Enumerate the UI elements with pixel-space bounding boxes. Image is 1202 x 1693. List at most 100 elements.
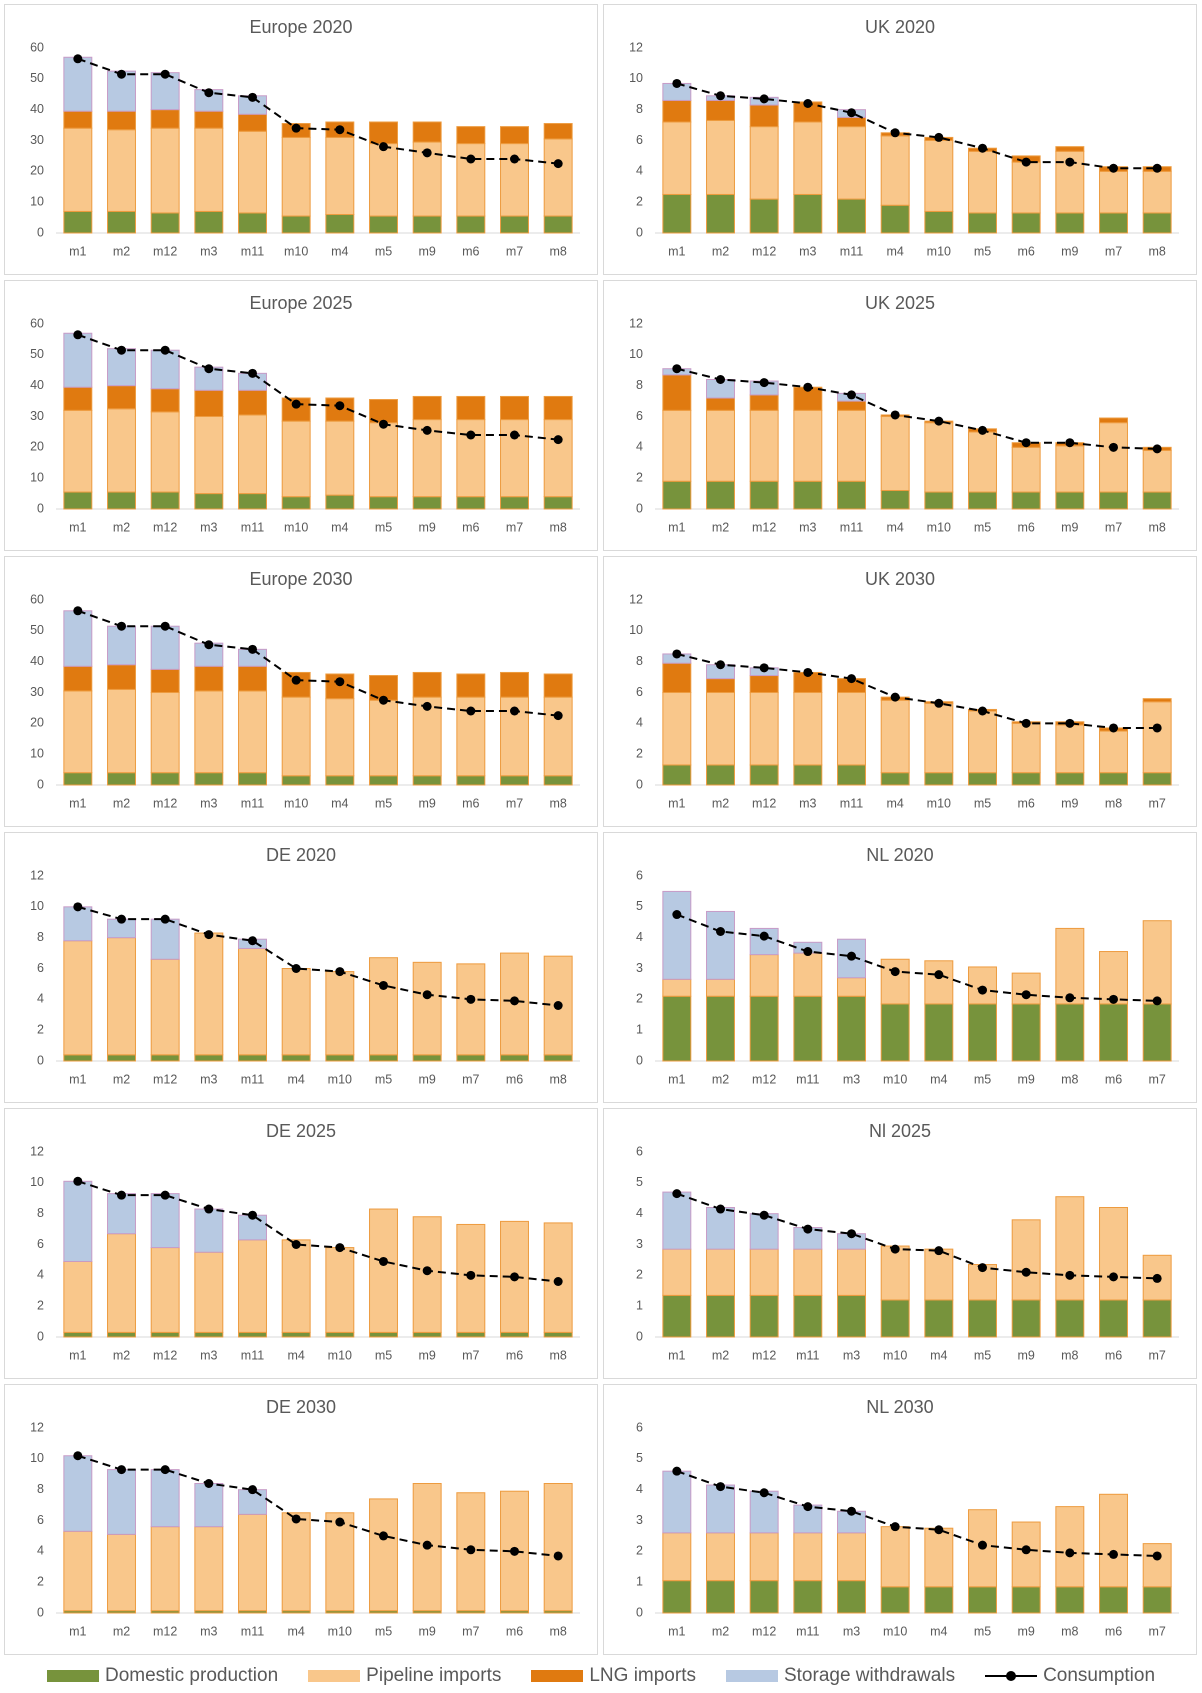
bar-segment bbox=[194, 690, 224, 774]
bar-segment bbox=[412, 775, 442, 786]
consumption-point bbox=[672, 1466, 682, 1476]
bar-segment bbox=[1011, 772, 1041, 786]
bar-segment bbox=[500, 496, 529, 510]
x-tick-label: m3 bbox=[843, 1624, 860, 1638]
consumption-point bbox=[803, 1224, 813, 1234]
bar-segment bbox=[968, 1003, 997, 1062]
x-tick-label: m11 bbox=[840, 244, 863, 258]
bar-segment bbox=[749, 1532, 779, 1582]
x-tick-label: m9 bbox=[1017, 1348, 1034, 1362]
consumption-point bbox=[847, 108, 856, 118]
x-tick-label: m1 bbox=[668, 244, 685, 258]
y-tick-label: 4 bbox=[636, 1482, 643, 1496]
y-tick-label: 60 bbox=[30, 316, 44, 330]
y-tick-label: 4 bbox=[636, 1206, 643, 1220]
bar-segment bbox=[107, 210, 136, 234]
bar-segment bbox=[238, 1239, 267, 1333]
bar-segment bbox=[924, 210, 954, 234]
bar-segment bbox=[194, 1251, 224, 1333]
consumption-point bbox=[422, 1266, 432, 1276]
bar-segment bbox=[412, 496, 442, 510]
y-tick-label: 8 bbox=[636, 378, 643, 392]
bar-segment bbox=[281, 496, 311, 510]
consumption-point bbox=[847, 674, 856, 684]
consumption-point bbox=[890, 1522, 900, 1532]
x-tick-label: m3 bbox=[200, 1348, 217, 1362]
bar-segment bbox=[325, 136, 355, 216]
bar-segment bbox=[412, 961, 442, 1056]
bar-segment bbox=[150, 1469, 180, 1528]
bar-segment bbox=[837, 480, 866, 510]
bar-segment bbox=[1011, 491, 1041, 510]
bar-segment bbox=[63, 56, 93, 112]
consumption-point bbox=[553, 1001, 563, 1010]
bar-segment bbox=[749, 1580, 779, 1614]
consumption-point bbox=[1021, 718, 1031, 728]
bar-segment bbox=[1011, 1299, 1041, 1338]
bar-segment bbox=[880, 1586, 910, 1614]
y-tick-label: 6 bbox=[636, 133, 643, 147]
consumption-point bbox=[1109, 442, 1118, 452]
bar-segment bbox=[543, 496, 573, 510]
y-tick-label: 10 bbox=[30, 470, 44, 484]
bar-segment bbox=[749, 409, 779, 482]
bar-segment bbox=[706, 119, 735, 195]
consumption-point bbox=[422, 148, 432, 158]
consumption-line bbox=[77, 1454, 559, 1557]
y-tick-label: 60 bbox=[30, 40, 44, 54]
bar-segment bbox=[500, 395, 529, 421]
chart-panel: Europe 2020 0 10 20 30 40 50 60 m1 m2 m12 m3 m11 m10 m… bbox=[4, 4, 598, 275]
consumption-point bbox=[204, 640, 214, 650]
x-tick-label: m10 bbox=[927, 244, 951, 258]
x-tick-label: m8 bbox=[549, 796, 566, 810]
consumption-point bbox=[978, 1263, 987, 1273]
consumption-point bbox=[466, 430, 476, 440]
bar-segment bbox=[543, 1331, 573, 1338]
y-tick-label: 12 bbox=[30, 868, 44, 882]
bar-segment bbox=[63, 1530, 93, 1612]
bar-segment bbox=[880, 204, 910, 234]
bar-segment bbox=[968, 150, 997, 214]
x-tick-label: m12 bbox=[752, 1624, 776, 1638]
bar-segment bbox=[500, 143, 529, 217]
x-tick-label: m2 bbox=[712, 1348, 729, 1362]
consumption-point bbox=[379, 1531, 388, 1541]
bar-segment bbox=[749, 692, 779, 766]
bar-segment bbox=[1055, 146, 1085, 152]
x-tick-label: m2 bbox=[712, 520, 729, 534]
consumption-point bbox=[553, 711, 563, 721]
consumption-point bbox=[291, 399, 301, 409]
y-tick-label: 12 bbox=[629, 40, 643, 54]
y-tick-label: 5 bbox=[636, 1175, 643, 1189]
y-tick-label: 0 bbox=[636, 225, 643, 239]
consumption-line bbox=[676, 1192, 1158, 1280]
bar-segment bbox=[543, 775, 573, 786]
bar-segment bbox=[194, 772, 224, 786]
bar-segment bbox=[793, 409, 823, 482]
y-tick-label: 40 bbox=[30, 378, 44, 392]
bar-segment bbox=[369, 1331, 398, 1338]
bar-segment bbox=[924, 140, 954, 212]
bar-segment bbox=[924, 702, 954, 774]
chart-title: DE 2025 bbox=[266, 1121, 336, 1141]
x-tick-label: m6 bbox=[1017, 244, 1034, 258]
x-tick-label: m5 bbox=[375, 520, 392, 534]
x-tick-label: m9 bbox=[418, 1348, 435, 1362]
bar-segment bbox=[837, 198, 866, 234]
bar-segment bbox=[924, 960, 954, 1005]
y-tick-label: 20 bbox=[30, 440, 44, 454]
bar-segment bbox=[1011, 212, 1041, 234]
bar-segment bbox=[456, 1223, 486, 1333]
consumption-point bbox=[672, 78, 682, 88]
chart-panel: Nl 2025 0 1 2 3 4 5 6 m1 m2 m12 m11 m3 m10 m4 m5 m9 m8 m6 m… bbox=[603, 1108, 1197, 1379]
bar-segment bbox=[1142, 491, 1172, 510]
bar-segment bbox=[238, 1331, 267, 1338]
bar-segment bbox=[63, 332, 93, 388]
x-tick-label: m5 bbox=[375, 1072, 392, 1086]
x-tick-label: m1 bbox=[69, 1624, 86, 1638]
x-tick-label: m7 bbox=[1148, 1624, 1165, 1638]
bar-segment bbox=[325, 420, 355, 496]
y-tick-label: 10 bbox=[629, 347, 643, 361]
y-tick-label: 0 bbox=[37, 777, 44, 791]
bar-segment bbox=[793, 121, 823, 195]
